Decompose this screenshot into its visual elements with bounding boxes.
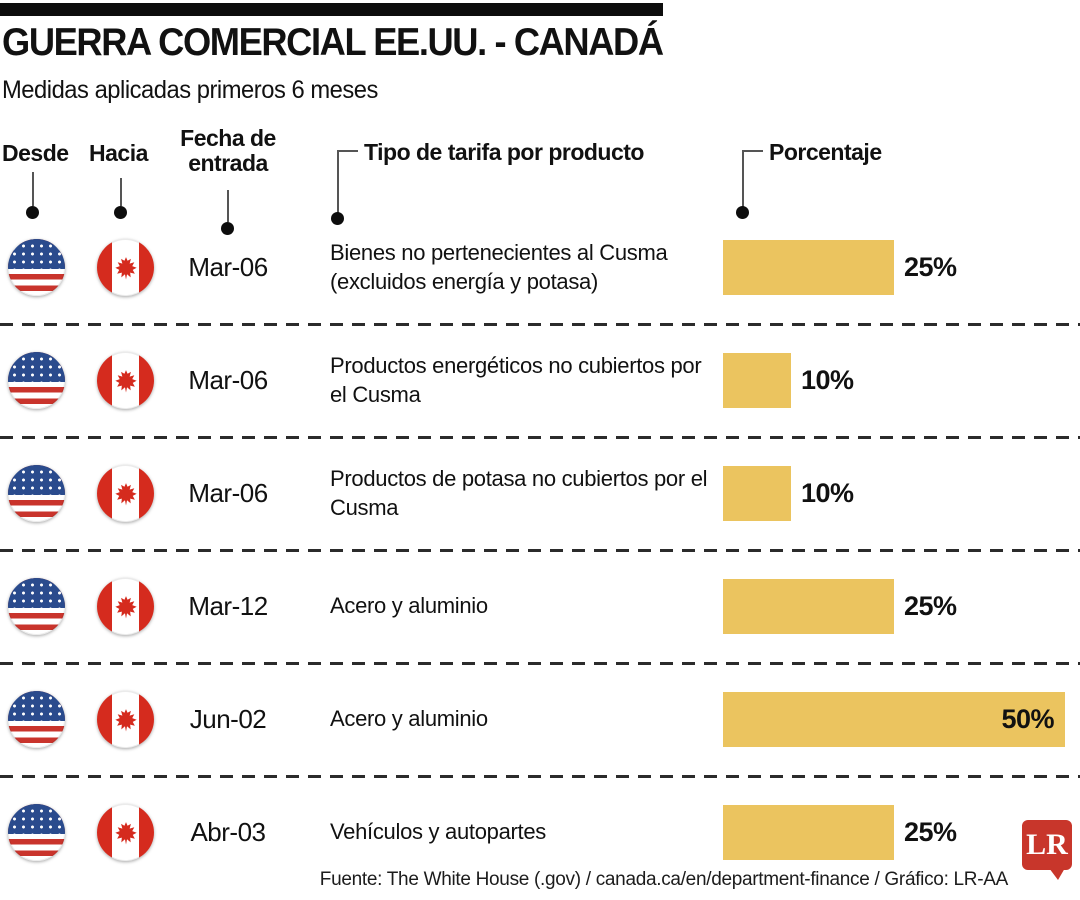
percent-bar [723,805,894,860]
percent-bar [723,353,791,408]
canada-flag-icon [97,804,154,861]
percent-label: 50% [1001,704,1054,734]
canada-flag-icon [97,352,154,409]
column-header-date: Fecha de entrada [173,125,283,177]
column-header-date-line2: entrada [188,150,268,177]
percent-bar [723,240,894,295]
bar-cell: 10% [723,437,1068,550]
maple-leaf-icon [114,482,137,505]
maple-leaf-icon [114,708,137,731]
page-title: GUERRA COMERCIAL EE.UU. - CANADÁ [2,21,664,64]
usa-flag-icon [8,804,65,861]
usa-flag-icon [8,691,65,748]
connector-dot [221,222,234,235]
source-credit: Fuente: The White House (.gov) / canada.… [319,869,1009,890]
usa-flag-icon [8,239,65,296]
percent-label: 25% [904,591,957,621]
column-header-percent: Porcentaje [769,139,882,165]
entry-date: Abr-03 [190,817,266,847]
column-header-tariff: Tipo de tarifa por producto [364,139,644,165]
tariff-description: Vehículos y autopartes [330,819,546,845]
connector-line [337,150,339,214]
percent-bar [723,579,894,634]
connector-dot [114,206,127,219]
canada-flag-icon [97,578,154,635]
percent-label: 25% [904,817,957,847]
tariff-description: Productos energéticos no cubiertos por e… [330,353,702,407]
bar-cell: 25% [723,550,1068,663]
table-row: Mar-06 Productos energéticos no cubierto… [0,324,1080,437]
table-row: Mar-12 Acero y aluminio 25% [0,550,1080,663]
entry-date: Mar-12 [188,591,268,621]
table-row: Mar-06 Productos de potasa no cubiertos … [0,437,1080,550]
column-header-from: Desde [2,140,69,166]
column-header-to: Hacia [89,140,148,166]
entry-date: Mar-06 [188,252,268,282]
connector-line [742,150,744,208]
tariff-description: Bienes no pertenecientes al Cusma (exclu… [330,240,668,294]
canada-flag-icon [97,691,154,748]
table-row: Abr-03 Vehículos y autopartes 25% [0,776,1080,889]
entry-date: Jun-02 [189,704,267,734]
connector-elbow [337,150,358,152]
row-divider [0,775,1080,778]
percent-label: 25% [904,252,957,282]
column-header-date-line1: Fecha de [180,125,276,151]
usa-flag-icon [8,465,65,522]
canada-flag-icon [97,465,154,522]
maple-leaf-icon [114,821,137,844]
row-divider [0,436,1080,439]
connector-dot [736,206,749,219]
table-row: Mar-06 Bienes no pertenecientes al Cusma… [0,211,1080,324]
connector-line [120,178,122,206]
connector-line [32,172,34,206]
bar-cell: 25% [723,776,1068,889]
percent-bar [723,692,1065,747]
lr-logo: LR [1022,820,1072,880]
row-divider [0,662,1080,665]
usa-flag-icon [8,578,65,635]
entry-date: Mar-06 [188,365,268,395]
connector-dot [331,212,344,225]
row-divider [0,549,1080,552]
usa-flag-icon [8,352,65,409]
connector-dot [26,206,39,219]
entry-date: Mar-06 [188,478,268,508]
tariff-description: Acero y aluminio [330,706,488,732]
percent-label: 10% [801,365,854,395]
bar-cell: 50% [723,663,1068,776]
connector-elbow [742,150,763,152]
page-subtitle: Medidas aplicadas primeros 6 meses [2,76,378,104]
percent-bar [723,466,791,521]
maple-leaf-icon [114,256,137,279]
percent-label: 10% [801,478,854,508]
table-row: Jun-02 Acero y aluminio 50% [0,663,1080,776]
maple-leaf-icon [114,595,137,618]
bar-cell: 25% [723,211,1068,324]
bar-cell: 10% [723,324,1068,437]
top-accent-bar [0,3,663,16]
tariff-description: Acero y aluminio [330,593,488,619]
tariff-description: Productos de potasa no cubiertos por el … [330,466,708,520]
canada-flag-icon [97,239,154,296]
maple-leaf-icon [114,369,137,392]
connector-line [227,190,229,222]
row-divider [0,323,1080,326]
